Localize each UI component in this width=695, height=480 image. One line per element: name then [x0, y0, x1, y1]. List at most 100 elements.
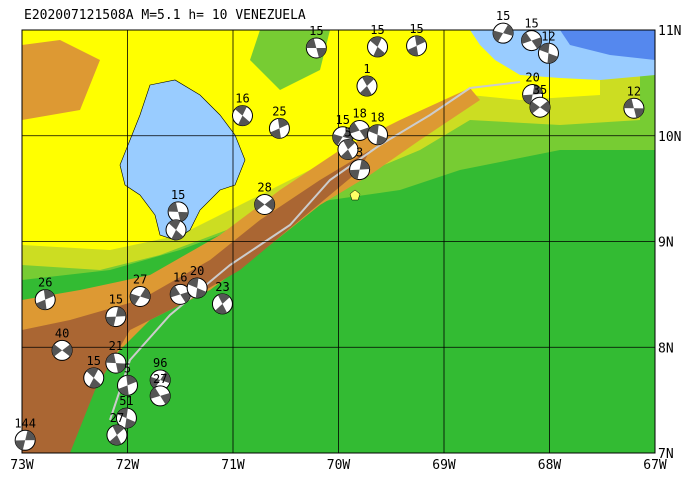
- depth-label: 15: [409, 22, 423, 36]
- beachball: [349, 159, 371, 181]
- beachball-quadrant: [349, 122, 360, 134]
- beachball: [305, 37, 327, 59]
- y-tick-label: 10N: [658, 130, 681, 145]
- beachball-quadrant: [160, 371, 171, 384]
- beachball: [349, 119, 371, 141]
- depth-label: 15: [335, 113, 349, 127]
- beachball: [356, 75, 378, 97]
- beachball: [367, 124, 389, 146]
- depth-label: 1: [363, 62, 370, 76]
- beachball-quadrant: [215, 303, 228, 314]
- beachball-quadrant: [521, 32, 532, 44]
- beachball: [83, 367, 105, 389]
- beachball-quadrant: [530, 101, 541, 114]
- depth-label: 51: [119, 394, 133, 408]
- beachball-quadrant: [623, 98, 634, 109]
- beachball-quadrant: [180, 291, 191, 303]
- beachball-quadrant: [25, 430, 36, 441]
- beachball-quadrant: [270, 128, 281, 139]
- beachball-quadrant: [340, 149, 353, 160]
- beachball: [406, 35, 428, 57]
- beachball-quadrant: [376, 134, 387, 145]
- x-tick-label: 69W: [432, 458, 456, 473]
- depth-label: 15: [496, 9, 510, 23]
- beachball-quadrant: [503, 24, 514, 36]
- beachball-quadrant: [349, 169, 360, 180]
- beachball-quadrant: [126, 375, 137, 386]
- beachball-quadrant: [168, 219, 181, 230]
- beachball: [105, 306, 127, 328]
- x-tick-label: 67W: [643, 458, 667, 473]
- beachball-quadrant: [316, 47, 327, 58]
- beachball-quadrant: [62, 344, 73, 357]
- depth-label: 27: [133, 272, 147, 286]
- beachball: [34, 289, 56, 311]
- x-tick-label: 68W: [538, 458, 562, 473]
- x-tick-label: 70W: [327, 458, 351, 473]
- beachball-quadrant: [306, 38, 317, 48]
- beachball-quadrant: [493, 30, 504, 42]
- beachball-quadrant: [140, 288, 151, 300]
- beachball-quadrant: [254, 198, 265, 211]
- beachball-quadrant: [359, 159, 370, 170]
- depth-label: 20: [190, 264, 204, 278]
- beachball-quadrant: [234, 105, 247, 116]
- beachball-quadrant: [124, 418, 136, 429]
- depth-label: 18: [352, 106, 366, 120]
- beachball: [492, 22, 514, 44]
- depth-label: 35: [533, 83, 547, 97]
- depth-label: 20: [525, 71, 539, 85]
- beachball: [231, 105, 253, 127]
- beachball-quadrant: [86, 367, 99, 378]
- x-tick-label: 72W: [116, 458, 140, 473]
- beachball: [117, 374, 138, 396]
- depth-label: 16: [235, 92, 249, 106]
- beachball-quadrant: [115, 363, 126, 373]
- x-tick-label: 71W: [221, 458, 245, 473]
- beachball: [129, 285, 151, 307]
- depth-label: 3: [356, 146, 363, 160]
- beachball-quadrant: [187, 278, 199, 289]
- beachball-quadrant: [35, 299, 47, 310]
- beachball-quadrant: [105, 353, 116, 364]
- depth-label: 28: [257, 180, 271, 194]
- depth-label: 21: [109, 339, 123, 353]
- x-tick-label: 73W: [10, 458, 34, 473]
- beachball-quadrant: [117, 408, 128, 419]
- beachball-quadrant: [168, 202, 179, 212]
- beachball-quadrant: [160, 393, 171, 405]
- beachball: [521, 30, 543, 52]
- beachball-quadrant: [373, 46, 386, 57]
- beachball-quadrant: [130, 293, 141, 305]
- depth-label: 15: [309, 24, 323, 38]
- depth-label: 25: [272, 104, 286, 118]
- beachball-quadrant: [522, 94, 533, 105]
- beachball-quadrant: [547, 53, 558, 64]
- beachball-quadrant: [171, 229, 184, 240]
- beachball-quadrant: [150, 376, 161, 389]
- beachball: [167, 201, 189, 223]
- beachball: [149, 385, 171, 407]
- beachball-quadrant: [531, 37, 542, 49]
- y-tick-label: 8N: [658, 341, 674, 356]
- y-tick-label: 11N: [658, 24, 681, 39]
- y-tick-label: 7N: [658, 447, 674, 462]
- depth-label: 40: [55, 326, 69, 340]
- depth-label: 12: [541, 29, 555, 43]
- depth-label: 144: [14, 416, 36, 430]
- depth-label: 27: [153, 372, 167, 386]
- depth-label: 15: [370, 23, 384, 37]
- depth-label: 96: [153, 356, 167, 370]
- depth-label: 15: [87, 354, 101, 368]
- beachball-quadrant: [105, 316, 116, 327]
- depth-label: 16: [173, 270, 187, 284]
- beachball: [254, 193, 276, 215]
- beachball-quadrant: [89, 377, 102, 388]
- beachball: [337, 138, 359, 160]
- beachball: [165, 219, 187, 241]
- beachball: [211, 293, 233, 315]
- beachball-quadrant: [170, 285, 181, 298]
- depth-label: 27: [110, 411, 124, 425]
- beachball: [169, 283, 191, 305]
